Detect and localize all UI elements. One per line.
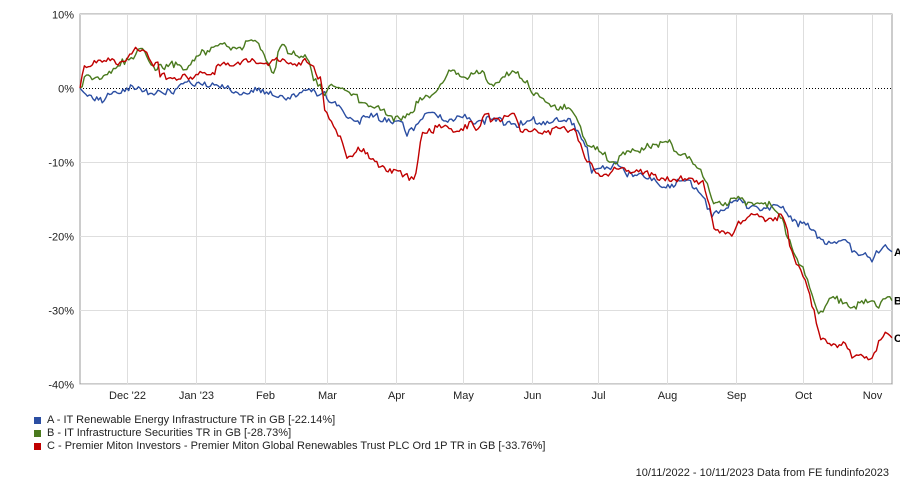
x-tick-label: Jun xyxy=(524,390,542,402)
x-tick-label: Aug xyxy=(658,390,678,402)
x-tick-label: Mar xyxy=(318,390,337,402)
x-tick-label: Dec '22 xyxy=(109,390,146,402)
x-tick-label: Feb xyxy=(256,390,275,402)
axes: 10% 0% -10% -20% -30% -40% Dec '22 Jan '23 Feb Ma… xyxy=(48,10,882,403)
legend-swatch-b xyxy=(34,430,41,437)
series-line-b xyxy=(79,39,893,315)
series-lines xyxy=(79,39,893,361)
x-tick-label: Oct xyxy=(795,390,812,402)
legend-item-c: C - Premier Miton Investors - Premier Mi… xyxy=(34,440,545,453)
grid-lines xyxy=(79,13,893,385)
legend-label-a: A - IT Renewable Energy Infrastructure T… xyxy=(47,414,336,426)
x-tick-label: Nov xyxy=(863,390,883,402)
legend-label-b: B - IT Infrastructure Securities TR in G… xyxy=(47,427,292,439)
series-end-label-a: A xyxy=(894,247,900,259)
y-tick-label: -20% xyxy=(48,232,74,244)
series-end-label-c: C xyxy=(894,333,900,345)
series-end-label-b: B xyxy=(894,296,900,308)
legend: A - IT Renewable Energy Infrastructure T… xyxy=(34,414,545,453)
y-tick-label: 10% xyxy=(52,10,74,22)
x-tick-label: May xyxy=(453,390,474,402)
plot-area xyxy=(79,13,893,385)
x-tick-label: Jul xyxy=(591,390,605,402)
legend-swatch-a xyxy=(34,417,41,424)
series-line-c xyxy=(79,46,893,361)
chart-footer: 10/11/2022 - 10/11/2023 Data from FE fun… xyxy=(635,467,889,479)
x-tick-label: Apr xyxy=(388,390,405,402)
y-tick-label: -30% xyxy=(48,306,74,318)
legend-label-c: C - Premier Miton Investors - Premier Mi… xyxy=(47,440,546,452)
legend-swatch-c xyxy=(34,443,41,450)
end-labels: A B C xyxy=(894,247,900,345)
y-tick-label: -40% xyxy=(48,380,74,392)
x-tick-label: Jan '23 xyxy=(179,390,214,402)
y-tick-label: 0% xyxy=(58,84,74,96)
legend-item-b: B - IT Infrastructure Securities TR in G… xyxy=(34,427,545,440)
x-tick-label: Sep xyxy=(727,390,747,402)
chart-plot: 10% 0% -10% -20% -30% -40% Dec '22 Jan '23 Feb Ma… xyxy=(48,10,900,403)
y-tick-label: -10% xyxy=(48,158,74,170)
legend-item-a: A - IT Renewable Energy Infrastructure T… xyxy=(34,414,545,427)
